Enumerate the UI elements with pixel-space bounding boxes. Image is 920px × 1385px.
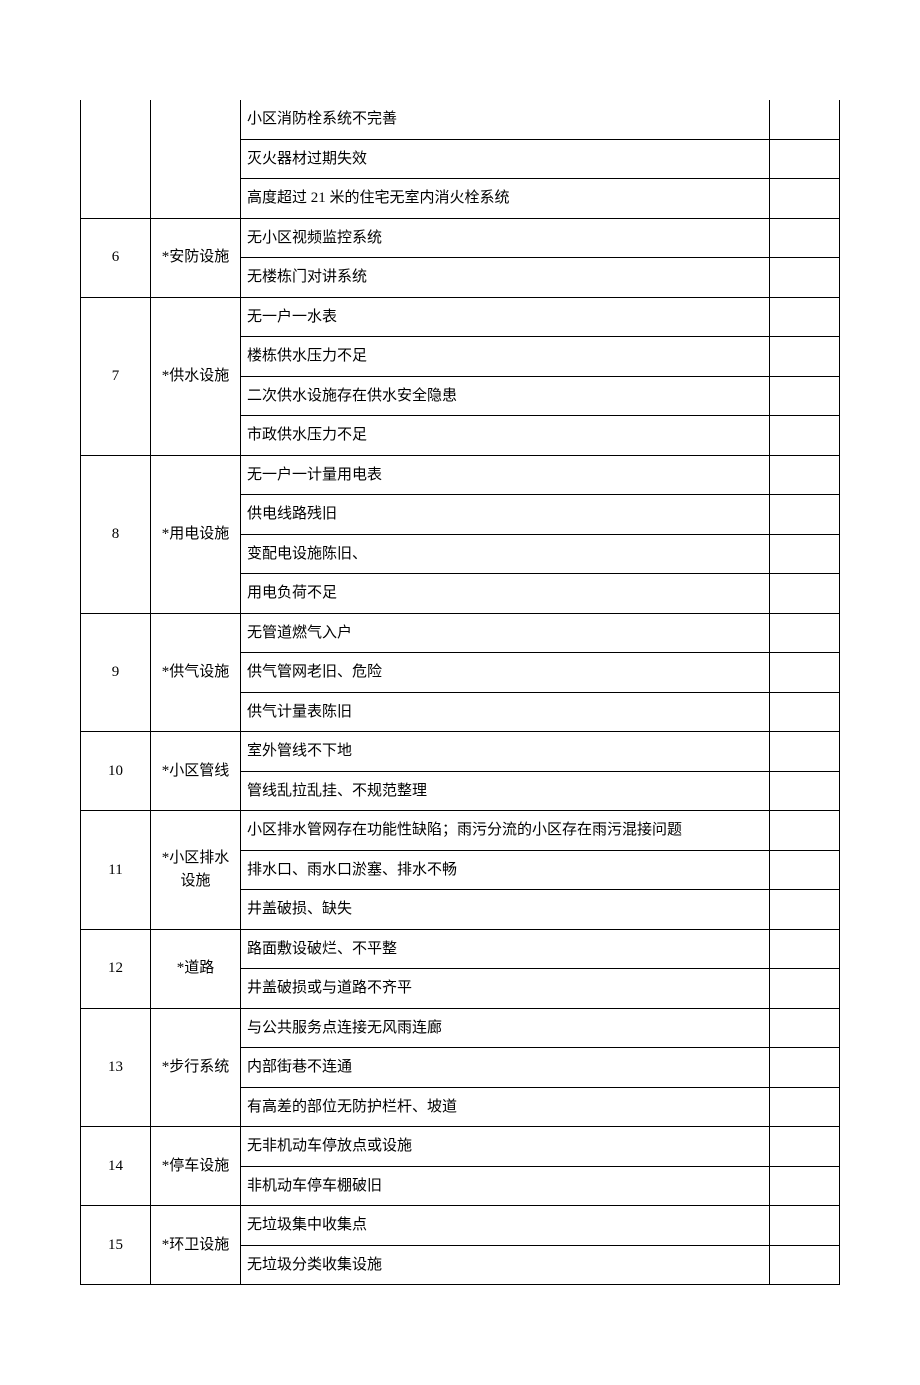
row-category: *供水设施 xyxy=(151,297,241,455)
row-blank xyxy=(770,1166,840,1206)
row-category: *用电设施 xyxy=(151,455,241,613)
row-number: 6 xyxy=(81,218,151,297)
row-description: 无小区视频监控系统 xyxy=(241,218,770,258)
row-description: 灭火器材过期失效 xyxy=(241,139,770,179)
row-category xyxy=(151,100,241,218)
row-category: *道路 xyxy=(151,929,241,1008)
table-row: 15*环卫设施无垃圾集中收集点 xyxy=(81,1206,840,1246)
row-description: 室外管线不下地 xyxy=(241,732,770,772)
row-blank xyxy=(770,179,840,219)
table-row: 10*小区管线室外管线不下地 xyxy=(81,732,840,772)
row-description: 非机动车停车棚破旧 xyxy=(241,1166,770,1206)
row-number: 12 xyxy=(81,929,151,1008)
row-category: *步行系统 xyxy=(151,1008,241,1127)
row-description: 高度超过 21 米的住宅无室内消火栓系统 xyxy=(241,179,770,219)
row-blank xyxy=(770,890,840,930)
row-description: 井盖破损或与道路不齐平 xyxy=(241,969,770,1009)
table-row: 8*用电设施无一户一计量用电表 xyxy=(81,455,840,495)
row-description: 用电负荷不足 xyxy=(241,574,770,614)
table-row: 14*停车设施无非机动车停放点或设施 xyxy=(81,1127,840,1167)
row-blank xyxy=(770,653,840,693)
row-description: 无垃圾分类收集设施 xyxy=(241,1245,770,1285)
table-row: 13*步行系统与公共服务点连接无风雨连廊 xyxy=(81,1008,840,1048)
row-blank xyxy=(770,258,840,298)
row-description: 市政供水压力不足 xyxy=(241,416,770,456)
row-blank xyxy=(770,771,840,811)
row-number: 7 xyxy=(81,297,151,455)
table-row: 11*小区排水设施小区排水管网存在功能性缺陷；雨污分流的小区存在雨污混接问题 xyxy=(81,811,840,851)
row-blank xyxy=(770,1008,840,1048)
row-blank xyxy=(770,455,840,495)
row-category: *小区管线 xyxy=(151,732,241,811)
row-category: *小区排水设施 xyxy=(151,811,241,930)
table-row: 小区消防栓系统不完善 xyxy=(81,100,840,139)
row-blank xyxy=(770,534,840,574)
row-description: 无非机动车停放点或设施 xyxy=(241,1127,770,1167)
row-number: 8 xyxy=(81,455,151,613)
row-category: *停车设施 xyxy=(151,1127,241,1206)
row-description: 与公共服务点连接无风雨连廊 xyxy=(241,1008,770,1048)
row-category: *供气设施 xyxy=(151,613,241,732)
row-blank xyxy=(770,139,840,179)
row-number: 9 xyxy=(81,613,151,732)
row-blank xyxy=(770,732,840,772)
row-blank xyxy=(770,692,840,732)
row-description: 路面敷设破烂、不平整 xyxy=(241,929,770,969)
row-blank xyxy=(770,574,840,614)
row-blank xyxy=(770,416,840,456)
table-row: 12*道路路面敷设破烂、不平整 xyxy=(81,929,840,969)
row-description: 排水口、雨水口淤塞、排水不畅 xyxy=(241,850,770,890)
row-category: *安防设施 xyxy=(151,218,241,297)
row-blank xyxy=(770,1206,840,1246)
row-blank xyxy=(770,929,840,969)
facilities-table: 小区消防栓系统不完善灭火器材过期失效高度超过 21 米的住宅无室内消火栓系统6*… xyxy=(80,100,840,1285)
row-description: 有高差的部位无防护栏杆、坡道 xyxy=(241,1087,770,1127)
row-description: 供气计量表陈旧 xyxy=(241,692,770,732)
row-description: 变配电设施陈旧、 xyxy=(241,534,770,574)
row-description: 无楼栋门对讲系统 xyxy=(241,258,770,298)
row-blank xyxy=(770,376,840,416)
row-description: 管线乱拉乱挂、不规范整理 xyxy=(241,771,770,811)
row-description: 无垃圾集中收集点 xyxy=(241,1206,770,1246)
row-blank xyxy=(770,811,840,851)
row-blank xyxy=(770,495,840,535)
row-description: 无一户一计量用电表 xyxy=(241,455,770,495)
row-description: 无一户一水表 xyxy=(241,297,770,337)
row-blank xyxy=(770,297,840,337)
row-blank xyxy=(770,1087,840,1127)
row-description: 小区消防栓系统不完善 xyxy=(241,100,770,139)
table-row: 7*供水设施无一户一水表 xyxy=(81,297,840,337)
row-description: 内部街巷不连通 xyxy=(241,1048,770,1088)
row-blank xyxy=(770,1127,840,1167)
row-number: 14 xyxy=(81,1127,151,1206)
row-number xyxy=(81,100,151,218)
row-blank xyxy=(770,337,840,377)
row-blank xyxy=(770,969,840,1009)
row-description: 供电线路残旧 xyxy=(241,495,770,535)
row-blank xyxy=(770,613,840,653)
row-number: 15 xyxy=(81,1206,151,1285)
row-blank xyxy=(770,850,840,890)
row-number: 11 xyxy=(81,811,151,930)
row-number: 10 xyxy=(81,732,151,811)
row-description: 楼栋供水压力不足 xyxy=(241,337,770,377)
row-description: 二次供水设施存在供水安全隐患 xyxy=(241,376,770,416)
row-description: 供气管网老旧、危险 xyxy=(241,653,770,693)
row-blank xyxy=(770,218,840,258)
row-blank xyxy=(770,1048,840,1088)
row-blank xyxy=(770,100,840,139)
row-description: 小区排水管网存在功能性缺陷；雨污分流的小区存在雨污混接问题 xyxy=(241,811,770,851)
row-description: 井盖破损、缺失 xyxy=(241,890,770,930)
table-row: 9*供气设施无管道燃气入户 xyxy=(81,613,840,653)
row-category: *环卫设施 xyxy=(151,1206,241,1285)
row-description: 无管道燃气入户 xyxy=(241,613,770,653)
table-row: 6*安防设施无小区视频监控系统 xyxy=(81,218,840,258)
row-number: 13 xyxy=(81,1008,151,1127)
row-blank xyxy=(770,1245,840,1285)
